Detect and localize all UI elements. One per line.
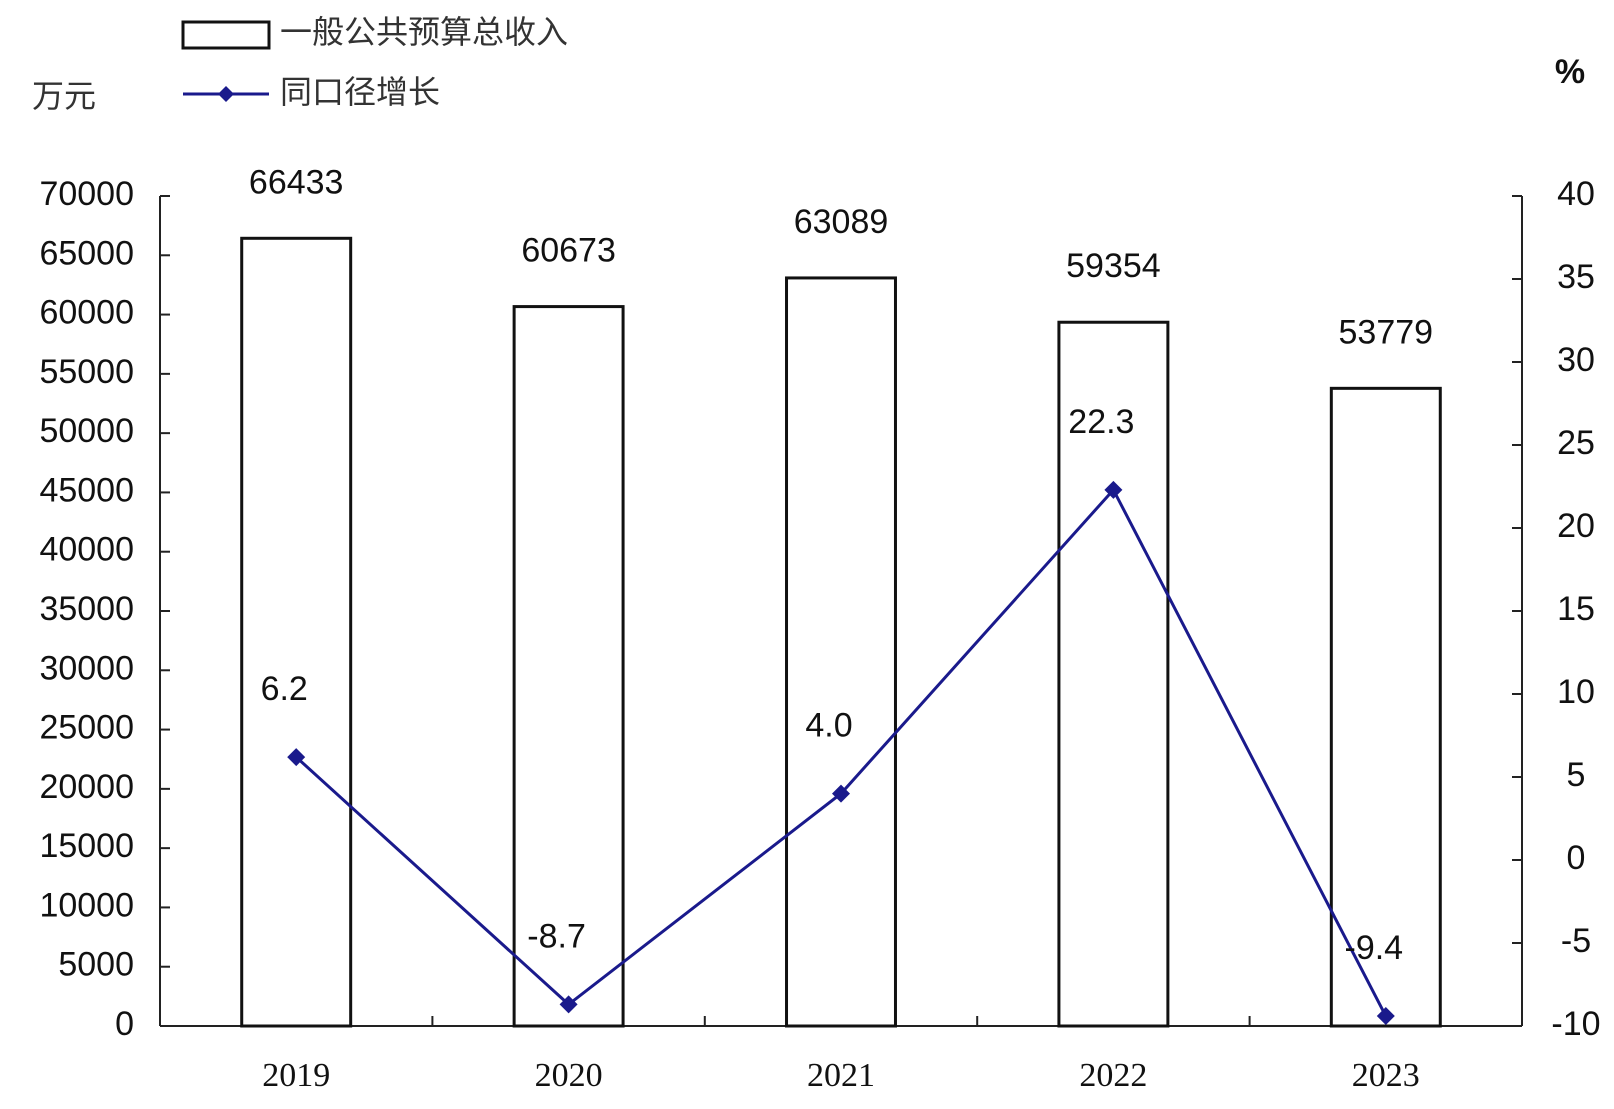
y-tick-label: 50000 bbox=[39, 412, 134, 450]
y-tick-label: 15000 bbox=[39, 827, 134, 865]
legend-label: 同口径增长 bbox=[280, 73, 440, 111]
x-tick-label: 2022 bbox=[1079, 1057, 1147, 1094]
y-tick-label: 70000 bbox=[39, 175, 134, 213]
line-marker bbox=[1376, 1007, 1395, 1026]
y-tick-label: 10000 bbox=[39, 886, 134, 924]
line-marker bbox=[559, 995, 578, 1014]
bar-value-label: 59354 bbox=[1066, 247, 1161, 285]
y2-tick-label: 40 bbox=[1557, 175, 1595, 213]
y-tick-label: 60000 bbox=[39, 294, 134, 332]
legend-marker bbox=[218, 86, 234, 102]
y2-tick-label: 10 bbox=[1557, 673, 1595, 711]
y-tick-label: 5000 bbox=[58, 946, 134, 984]
legend-label: 一般公共预算总收入 bbox=[280, 13, 568, 51]
y-tick-label: 35000 bbox=[39, 590, 134, 628]
y-tick-label: 45000 bbox=[39, 471, 134, 509]
legend-swatch bbox=[181, 20, 271, 50]
line-value-label: -9.4 bbox=[1345, 929, 1404, 967]
y2-tick-label: 15 bbox=[1557, 590, 1595, 628]
y-tick-label: 25000 bbox=[39, 709, 134, 747]
y-tick-label: 30000 bbox=[39, 649, 134, 687]
x-tick-label: 2020 bbox=[535, 1057, 603, 1094]
y-tick-label: 65000 bbox=[39, 234, 134, 272]
bar bbox=[1057, 320, 1170, 1028]
y-unit: 万元 bbox=[32, 77, 96, 115]
y2-tick-label: 0 bbox=[1567, 839, 1586, 877]
bar bbox=[512, 305, 625, 1028]
line-value-label: 4.0 bbox=[805, 707, 852, 745]
bar bbox=[785, 276, 897, 1028]
line-marker bbox=[832, 784, 850, 803]
y-tick-label: 55000 bbox=[39, 353, 134, 391]
y2-tick-label: 30 bbox=[1557, 341, 1595, 379]
y2-tick-label: 5 bbox=[1567, 756, 1586, 794]
line-marker bbox=[287, 748, 306, 767]
y2-tick-label: 20 bbox=[1557, 507, 1595, 545]
y2-unit: % bbox=[1555, 53, 1585, 91]
line-value-label: 22.3 bbox=[1068, 403, 1134, 441]
y2-tick-label: 25 bbox=[1557, 424, 1595, 462]
y-tick-label: 40000 bbox=[39, 531, 134, 569]
x-tick-label: 2019 bbox=[262, 1057, 330, 1094]
bar-value-label: 60673 bbox=[521, 232, 616, 270]
x-tick-label: 2023 bbox=[1352, 1057, 1420, 1094]
x-tick-label: 2021 bbox=[807, 1057, 875, 1094]
y-tick-label: 0 bbox=[115, 1005, 134, 1043]
y2-tick-label: -5 bbox=[1561, 922, 1591, 960]
bar bbox=[1329, 386, 1442, 1028]
y-tick-label: 20000 bbox=[39, 768, 134, 806]
line-value-label: -8.7 bbox=[527, 917, 586, 955]
bar-value-label: 53779 bbox=[1339, 313, 1434, 351]
y2-tick-label: 35 bbox=[1557, 258, 1595, 296]
bar-value-label: 66433 bbox=[249, 163, 344, 201]
bar bbox=[240, 236, 353, 1028]
y2-tick-label: -10 bbox=[1551, 1005, 1600, 1043]
line-marker bbox=[1104, 480, 1123, 499]
bar-value-label: 63089 bbox=[794, 203, 889, 241]
line-value-label: 6.2 bbox=[261, 670, 308, 708]
